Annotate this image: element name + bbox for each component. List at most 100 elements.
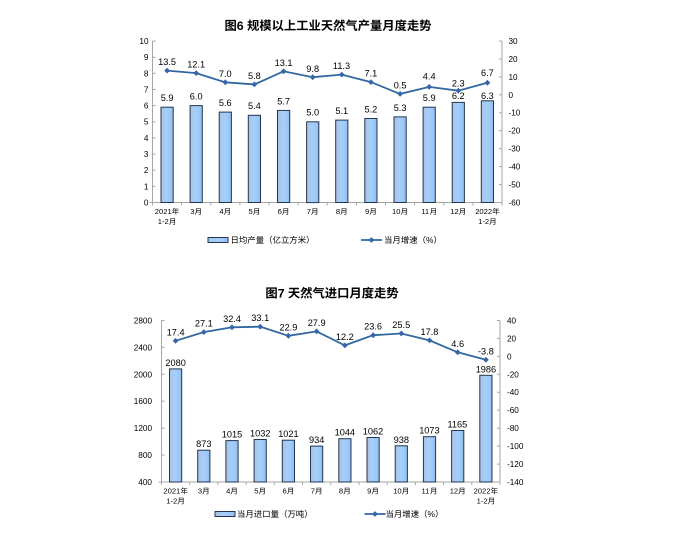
svg-text:0: 0 (507, 352, 512, 361)
svg-text:23.6: 23.6 (364, 322, 382, 332)
svg-text:6.0: 6.0 (190, 92, 203, 102)
svg-text:5: 5 (249, 207, 253, 216)
svg-text:4.4: 4.4 (423, 72, 436, 82)
svg-text:5.3: 5.3 (394, 103, 407, 113)
svg-text:8: 8 (336, 207, 340, 216)
svg-text:7.0: 7.0 (219, 69, 232, 79)
svg-text:40: 40 (507, 317, 517, 326)
svg-text:934: 934 (309, 435, 324, 445)
svg-text:-3.8: -3.8 (478, 346, 494, 356)
svg-text:6: 6 (237, 19, 244, 33)
svg-text:0: 0 (509, 91, 514, 100)
svg-text:10: 10 (393, 487, 401, 496)
svg-text:27.9: 27.9 (308, 318, 326, 328)
svg-text:6: 6 (278, 207, 282, 216)
svg-text:3: 3 (144, 150, 149, 159)
svg-text:4: 4 (226, 487, 230, 496)
svg-text:11: 11 (422, 487, 430, 496)
svg-text:6: 6 (144, 102, 149, 111)
svg-text:17.8: 17.8 (421, 327, 439, 337)
svg-text:7: 7 (278, 286, 285, 300)
svg-text:9: 9 (365, 207, 369, 216)
svg-text:5.4: 5.4 (248, 101, 261, 111)
svg-text:%: % (426, 235, 434, 245)
svg-text:9.8: 9.8 (306, 64, 319, 74)
svg-text:7.1: 7.1 (365, 69, 378, 79)
svg-text:0.5: 0.5 (394, 80, 407, 90)
svg-text:5: 5 (144, 118, 149, 127)
svg-text:7: 7 (144, 85, 149, 94)
svg-text:1015: 1015 (222, 430, 242, 440)
svg-text:2000: 2000 (134, 370, 153, 379)
svg-text:10: 10 (139, 37, 149, 46)
svg-text:1044: 1044 (335, 428, 355, 438)
svg-text:-10: -10 (509, 109, 521, 118)
svg-text:33.1: 33.1 (251, 313, 269, 323)
svg-text:400: 400 (138, 478, 152, 487)
svg-text:-100: -100 (507, 442, 524, 451)
svg-text:13.5: 13.5 (158, 57, 176, 67)
svg-text:32.4: 32.4 (223, 314, 241, 324)
svg-text:7: 7 (311, 487, 315, 496)
svg-text:8: 8 (339, 487, 343, 496)
svg-text:-30: -30 (509, 145, 521, 154)
svg-text:12.1: 12.1 (187, 60, 205, 70)
svg-text:12: 12 (450, 487, 458, 496)
svg-text:2022: 2022 (474, 487, 491, 496)
svg-text:30: 30 (509, 37, 519, 46)
svg-text:6.7: 6.7 (481, 68, 494, 78)
svg-text:2022: 2022 (475, 207, 492, 216)
svg-text:%: % (428, 509, 436, 519)
svg-text:20: 20 (507, 334, 517, 343)
svg-text:-20: -20 (507, 370, 519, 379)
svg-text:5: 5 (254, 487, 258, 496)
svg-text:5.9: 5.9 (161, 93, 174, 103)
svg-text:-140: -140 (507, 478, 524, 487)
svg-text:2400: 2400 (134, 343, 153, 352)
svg-text:5.8: 5.8 (248, 71, 261, 81)
svg-text:5.6: 5.6 (219, 98, 232, 108)
svg-text:6.3: 6.3 (481, 91, 494, 101)
svg-text:-60: -60 (509, 199, 521, 208)
svg-text:2800: 2800 (134, 317, 153, 326)
svg-text:-20: -20 (509, 127, 521, 136)
svg-text:20: 20 (509, 55, 519, 64)
svg-text:-40: -40 (509, 163, 521, 172)
svg-text:11: 11 (421, 207, 429, 216)
svg-text:3: 3 (190, 207, 194, 216)
svg-text:2.3: 2.3 (452, 79, 465, 89)
svg-text:25.5: 25.5 (392, 320, 410, 330)
svg-text:6.2: 6.2 (452, 91, 465, 101)
svg-text:-60: -60 (507, 406, 519, 415)
svg-text:8: 8 (144, 69, 149, 78)
svg-text:4: 4 (219, 207, 223, 216)
svg-text:7: 7 (307, 207, 311, 216)
svg-text:4.6: 4.6 (451, 339, 464, 349)
svg-text:12.2: 12.2 (336, 332, 354, 342)
svg-text:1986: 1986 (476, 364, 496, 374)
svg-text:-50: -50 (509, 181, 521, 190)
svg-text:938: 938 (394, 435, 409, 445)
svg-text:-80: -80 (507, 424, 519, 433)
svg-text:2: 2 (144, 166, 149, 175)
svg-text:1032: 1032 (250, 429, 270, 439)
svg-text:3: 3 (198, 487, 202, 496)
svg-text:12: 12 (450, 207, 458, 216)
svg-text:13.1: 13.1 (275, 58, 293, 68)
svg-text:2021: 2021 (155, 207, 172, 216)
svg-text:4: 4 (144, 134, 149, 143)
svg-text:1-2: 1-2 (166, 497, 177, 506)
svg-text:22.9: 22.9 (280, 322, 298, 332)
svg-text:2080: 2080 (165, 358, 185, 368)
svg-text:5.9: 5.9 (423, 93, 436, 103)
svg-text:9: 9 (367, 487, 371, 496)
svg-text:10: 10 (509, 73, 519, 82)
svg-text:1-2: 1-2 (477, 497, 488, 506)
svg-text:1165: 1165 (448, 420, 468, 430)
svg-text:17.4: 17.4 (167, 327, 185, 337)
svg-text:1-2: 1-2 (158, 217, 169, 226)
svg-text:9: 9 (144, 53, 149, 62)
svg-text:1200: 1200 (134, 424, 153, 433)
svg-text:800: 800 (138, 451, 152, 460)
svg-text:6: 6 (283, 487, 287, 496)
